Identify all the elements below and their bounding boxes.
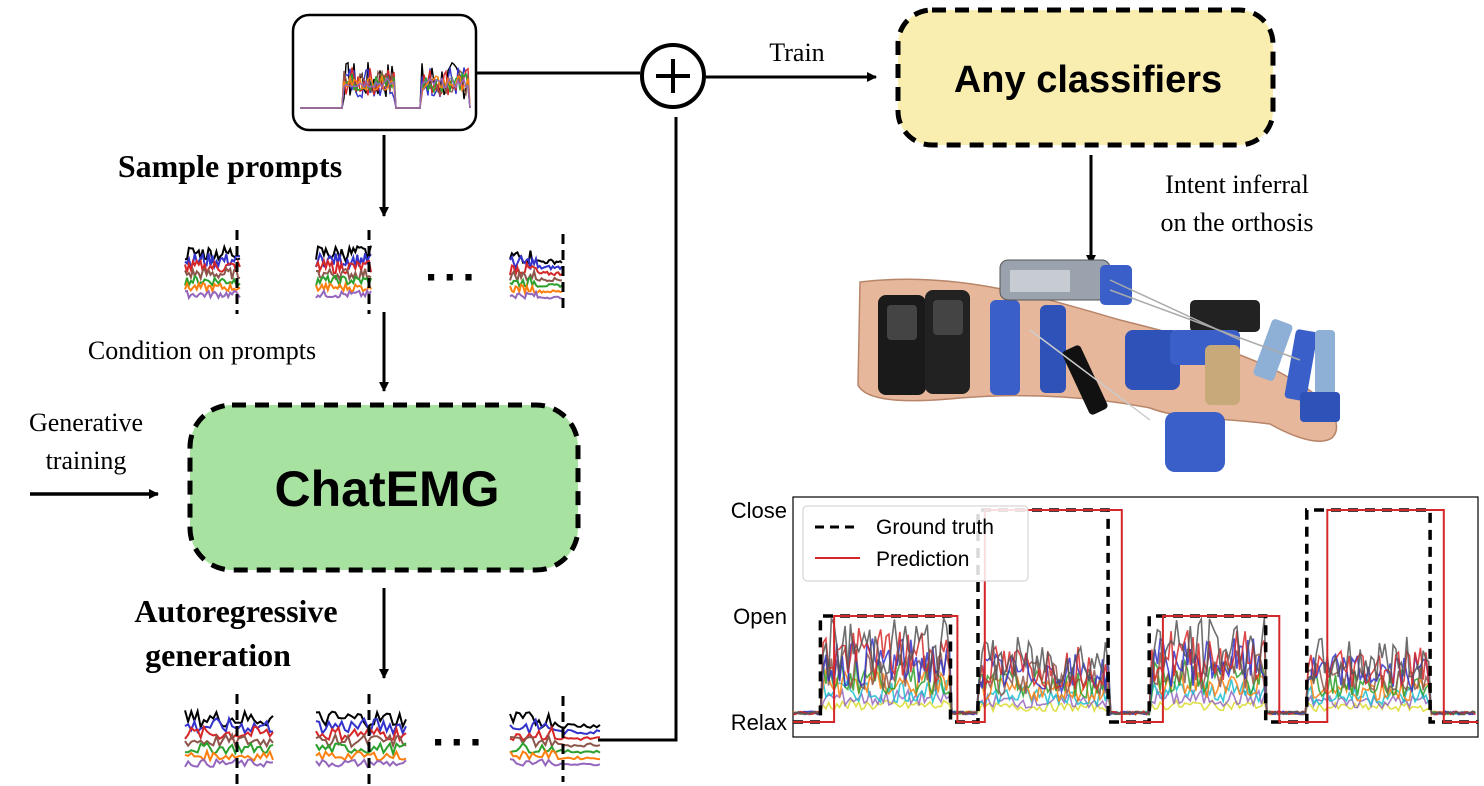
emg-trace bbox=[184, 724, 274, 741]
prompt-thumbnail-1 bbox=[184, 230, 241, 314]
train-label: Train bbox=[769, 38, 824, 67]
emg-trace bbox=[184, 289, 241, 301]
emg-trace bbox=[509, 289, 563, 301]
emg-trace bbox=[315, 709, 407, 730]
emg-trace bbox=[509, 717, 601, 737]
intent-label-line1: Intent inferral bbox=[1165, 170, 1309, 199]
emg-trace bbox=[509, 267, 563, 285]
plus-circle-icon bbox=[640, 43, 706, 109]
intent-inferral-chart: Close Open Relax Ground truth Prediction bbox=[731, 496, 1479, 738]
sample-prompts-label: Sample prompts bbox=[118, 148, 342, 184]
emg-trace bbox=[315, 731, 407, 749]
chatemg-label: ChatEMG bbox=[275, 461, 500, 517]
generated-thumbnails-row bbox=[184, 694, 601, 784]
emg-trace bbox=[315, 716, 407, 737]
emg-trace bbox=[509, 276, 563, 289]
emg-trace bbox=[315, 757, 407, 769]
emg-trace bbox=[184, 274, 241, 289]
emg-trace bbox=[184, 280, 241, 295]
prompt-ellipsis: ··· bbox=[425, 253, 481, 302]
emg-trace bbox=[315, 273, 372, 289]
emg-trace bbox=[509, 254, 563, 272]
hand-orthosis-photo bbox=[857, 259, 1340, 472]
source-emg-traces bbox=[300, 61, 471, 109]
emg-trace bbox=[315, 741, 407, 758]
emg-trace bbox=[315, 257, 372, 275]
y-tick-label-open: Open bbox=[733, 604, 787, 629]
emg-trace bbox=[509, 732, 601, 749]
emg-trace bbox=[315, 749, 407, 762]
generated-thumbnail-3 bbox=[509, 696, 601, 782]
condition-label: Condition on prompts bbox=[88, 336, 316, 365]
source-emg-thumbnail bbox=[291, 13, 478, 132]
prompt-thumbnails-row bbox=[184, 230, 565, 314]
generative-training-label-line2: training bbox=[46, 446, 127, 475]
chart-emg-channel bbox=[793, 615, 1476, 716]
emg-trace bbox=[316, 266, 372, 283]
chart-emg-traces bbox=[793, 615, 1476, 717]
emg-trace bbox=[509, 748, 601, 762]
emg-trace bbox=[184, 757, 274, 768]
any-classifiers-label: Any classifiers bbox=[954, 59, 1222, 101]
emg-trace bbox=[315, 288, 372, 299]
emg-trace bbox=[315, 280, 372, 294]
generated-to-plus-line bbox=[598, 117, 678, 742]
prompt-thumbnail-3 bbox=[509, 234, 565, 314]
generated-ellipsis: ··· bbox=[432, 718, 488, 767]
prompt-thumbnail-2 bbox=[315, 230, 372, 314]
emg-trace bbox=[184, 243, 241, 264]
generated-thumbnail-1 bbox=[184, 694, 274, 784]
legend-ground-truth-label: Ground truth bbox=[876, 516, 994, 539]
autoregressive-label-line1: Autoregressive bbox=[134, 593, 337, 629]
intent-label-line2: on the orthosis bbox=[1160, 208, 1313, 237]
series-prediction-line bbox=[793, 509, 1478, 723]
chart-emg-channel bbox=[793, 628, 1476, 716]
emg-trace bbox=[184, 741, 274, 756]
generative-training-label-line1: Generative bbox=[29, 408, 143, 437]
emg-trace bbox=[509, 260, 563, 277]
emg-trace bbox=[509, 758, 601, 768]
emg-trace bbox=[184, 258, 241, 277]
emg-trace bbox=[184, 747, 274, 763]
emg-trace bbox=[184, 266, 241, 282]
legend-prediction-label: Prediction bbox=[876, 548, 969, 571]
emg-trace bbox=[184, 731, 274, 749]
chart-legend: Ground truth Prediction bbox=[802, 505, 1029, 582]
y-tick-label-relax: Relax bbox=[731, 710, 787, 735]
emg-trace bbox=[509, 710, 601, 730]
y-tick-label-close: Close bbox=[731, 498, 787, 523]
any-classifiers-box: Any classifiers bbox=[895, 7, 1276, 148]
emg-trace bbox=[315, 243, 372, 264]
generated-thumbnail-2 bbox=[315, 694, 407, 784]
autoregressive-label-line2: generation bbox=[145, 637, 291, 673]
emg-trace bbox=[300, 76, 471, 109]
chatemg-box: ChatEMG bbox=[187, 402, 581, 573]
